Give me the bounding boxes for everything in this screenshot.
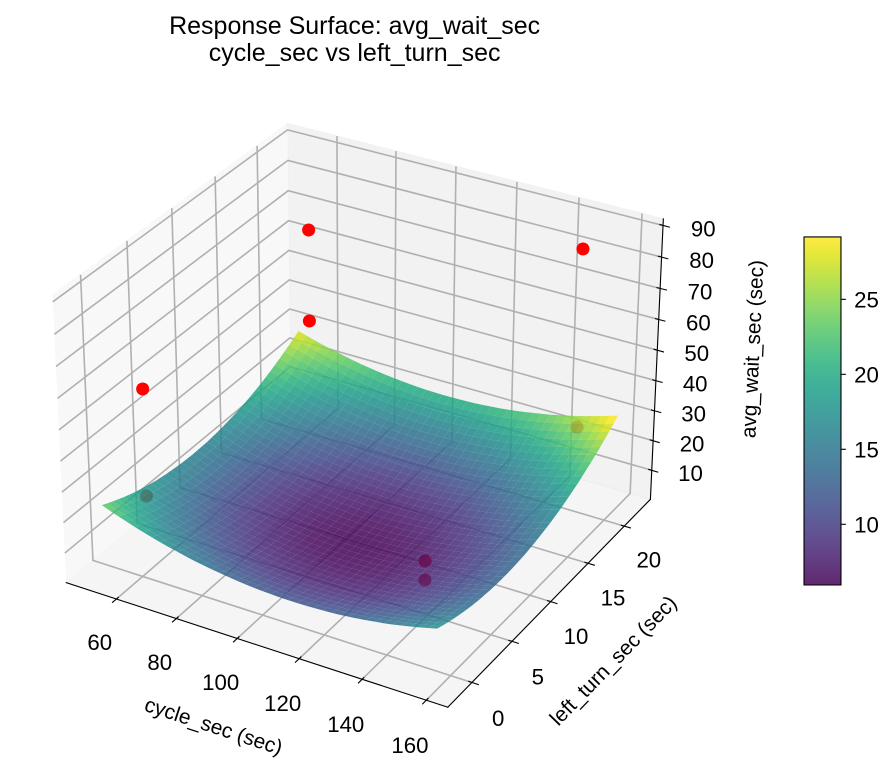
svg-text:60: 60 xyxy=(686,310,711,335)
svg-text:10: 10 xyxy=(564,624,589,649)
svg-text:0: 0 xyxy=(492,706,504,731)
svg-text:100: 100 xyxy=(202,670,239,695)
svg-text:90: 90 xyxy=(691,216,716,241)
svg-text:20: 20 xyxy=(636,548,661,573)
svg-text:40: 40 xyxy=(683,371,708,396)
svg-text:15: 15 xyxy=(854,437,879,462)
svg-text:70: 70 xyxy=(688,279,713,304)
svg-text:140: 140 xyxy=(327,712,364,737)
svg-text:5: 5 xyxy=(532,664,544,689)
svg-text:10: 10 xyxy=(678,461,703,486)
svg-text:20: 20 xyxy=(680,431,705,456)
svg-text:160: 160 xyxy=(391,733,428,758)
svg-text:80: 80 xyxy=(147,650,172,675)
svg-text:120: 120 xyxy=(264,691,301,716)
svg-text:80: 80 xyxy=(689,248,714,273)
svg-text:Response Surface: avg_wait_sec: Response Surface: avg_wait_sec xyxy=(169,12,540,40)
svg-text:30: 30 xyxy=(681,402,706,427)
svg-text:15: 15 xyxy=(601,585,626,610)
svg-text:20: 20 xyxy=(854,362,879,387)
svg-text:50: 50 xyxy=(684,341,709,366)
svg-text:60: 60 xyxy=(87,630,112,655)
svg-text:25: 25 xyxy=(854,287,879,312)
svg-text:10: 10 xyxy=(854,512,879,537)
svg-text:cycle_sec vs left_turn_sec: cycle_sec vs left_turn_sec xyxy=(209,39,501,67)
